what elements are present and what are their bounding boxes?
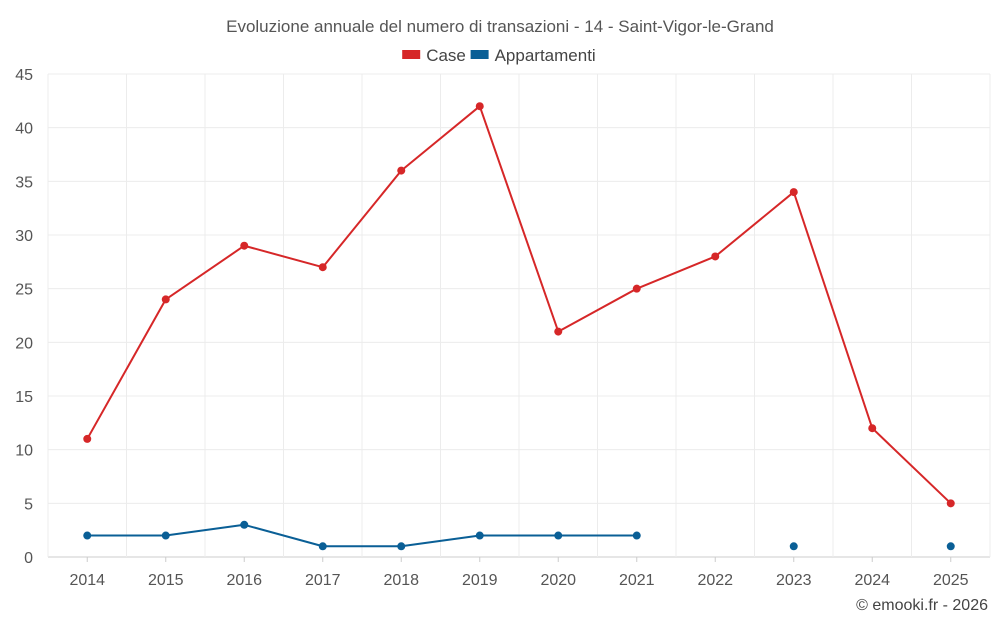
series-line: [86, 105, 952, 505]
data-point[interactable]: [632, 531, 641, 540]
data-point[interactable]: [475, 102, 484, 111]
data-point[interactable]: [240, 241, 249, 250]
data-point[interactable]: [789, 542, 798, 551]
x-tick-label: 2017: [305, 572, 341, 589]
y-tick-label: 45: [15, 67, 33, 84]
data-point[interactable]: [711, 252, 720, 261]
data-point[interactable]: [83, 434, 92, 443]
legend-item-case[interactable]: Case: [402, 46, 466, 65]
series-appartamenti: [83, 520, 955, 551]
x-tick-label: 2020: [540, 572, 576, 589]
series-group: [83, 102, 955, 551]
x-tick-label: 2018: [383, 572, 419, 589]
legend-label: Case: [426, 46, 466, 65]
data-point[interactable]: [554, 531, 563, 540]
credit-text: © emooki.fr - 2026: [856, 597, 988, 614]
legend-item-appartamenti[interactable]: Appartamenti: [470, 46, 596, 65]
data-point[interactable]: [83, 531, 92, 540]
grid: [47, 73, 991, 558]
y-tick-label: 40: [15, 121, 33, 138]
data-point[interactable]: [318, 542, 327, 551]
data-point[interactable]: [554, 327, 563, 336]
x-tick-label: 2015: [148, 572, 184, 589]
data-point[interactable]: [632, 284, 641, 293]
series-line: [87, 523, 637, 548]
y-tick-label: 0: [24, 550, 33, 567]
chart-title: Evoluzione annuale del numero di transaz…: [226, 17, 774, 36]
series-case: [83, 102, 955, 508]
x-tick-label: 2022: [697, 572, 733, 589]
x-tick-label: 2016: [226, 572, 262, 589]
data-point[interactable]: [161, 295, 170, 304]
data-point[interactable]: [397, 166, 406, 175]
data-point[interactable]: [475, 531, 484, 540]
x-tick-label: 2021: [619, 572, 655, 589]
x-tick-label: 2024: [854, 572, 890, 589]
y-tick-label: 35: [15, 174, 33, 191]
data-point[interactable]: [240, 520, 249, 529]
x-tick-label: 2023: [776, 572, 812, 589]
x-axis: 2014 2015 2016 2017 2018 2019 2020 2021 2022 2023…: [69, 557, 969, 589]
x-tick-label: 2019: [462, 572, 498, 589]
legend-swatch: [470, 50, 489, 59]
y-tick-label: 15: [15, 389, 33, 406]
y-tick-label: 10: [15, 443, 33, 460]
y-tick-label: 20: [15, 335, 33, 352]
data-point[interactable]: [789, 188, 798, 197]
x-tick-label: 2025: [933, 572, 969, 589]
legend: Case Appartamenti: [402, 46, 596, 65]
y-tick-label: 25: [15, 282, 33, 299]
data-point[interactable]: [946, 499, 955, 508]
legend-swatch: [402, 50, 421, 59]
y-axis: 0 5 10 15 20 25 30 35 40 45: [15, 67, 33, 567]
data-point[interactable]: [946, 542, 955, 551]
y-tick-label: 30: [15, 228, 33, 245]
data-point[interactable]: [161, 531, 170, 540]
data-point[interactable]: [868, 424, 877, 433]
x-tick-label: 2014: [69, 572, 105, 589]
y-tick-label: 5: [24, 496, 33, 513]
data-point[interactable]: [318, 263, 327, 272]
data-point[interactable]: [397, 542, 406, 551]
legend-label: Appartamenti: [495, 46, 596, 65]
